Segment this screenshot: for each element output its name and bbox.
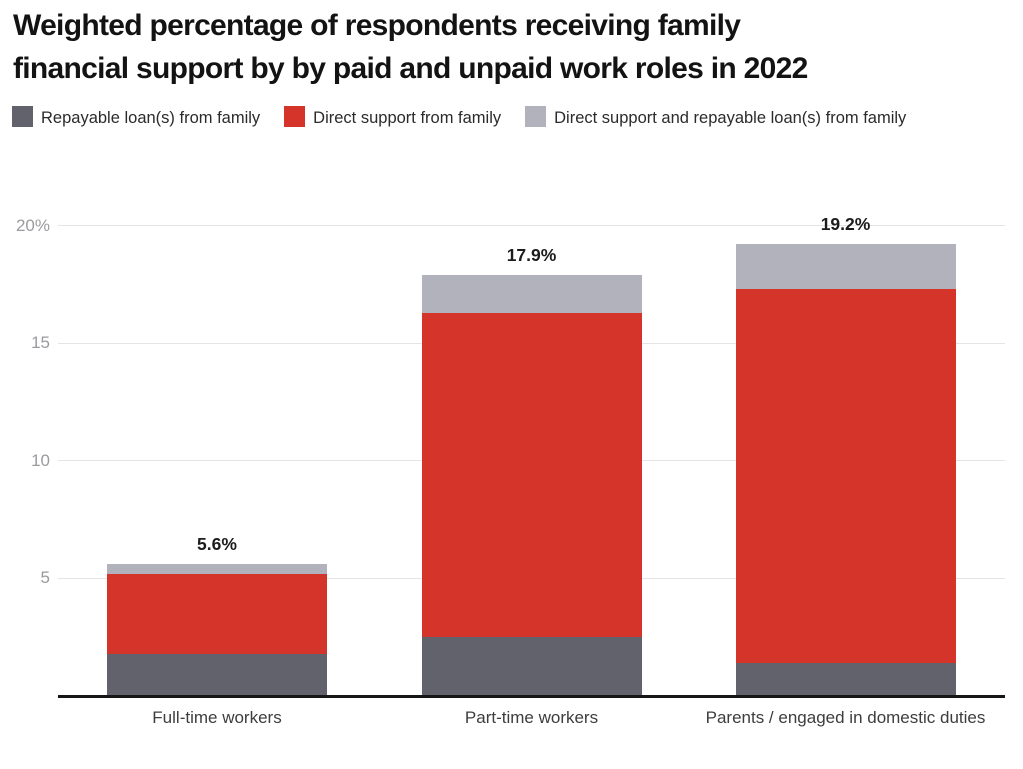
x-axis-category-label: Part-time workers [464, 708, 599, 727]
legend-item-direct-support[interactable]: Direct support from family [284, 106, 502, 127]
bar-total-label: 5.6% [197, 534, 237, 555]
gridline-20 [58, 225, 1005, 226]
chart-title: Weighted percentage of respondents recei… [13, 4, 993, 90]
bar-0-segment-1[interactable] [107, 573, 327, 654]
bar-2-segment-0[interactable] [735, 663, 956, 696]
legend-item-repayable-loan[interactable]: Repayable loan(s) from family [12, 106, 261, 127]
x-axis-category-label: Parents / engaged in domestic duties [705, 708, 986, 727]
bar-1-segment-0[interactable] [421, 637, 642, 696]
bar-2-segment-1[interactable] [735, 289, 956, 664]
legend-swatch-light-gray [525, 106, 547, 127]
bar-2-segment-2[interactable] [735, 244, 956, 289]
y-axis-tick-label: 20% [15, 215, 50, 235]
chart-title-line1: Weighted percentage of respondents recei… [13, 9, 741, 42]
bar-0-segment-2[interactable] [107, 564, 327, 574]
x-axis-line [58, 695, 1005, 698]
legend-label: Repayable loan(s) from family [41, 109, 261, 127]
y-axis-tick-label: 15 [31, 333, 50, 353]
legend-item-direct-and-loan[interactable]: Direct support and repayable loan(s) fro… [525, 106, 907, 127]
legend: Repayable loan(s) from family Direct supp… [12, 103, 1012, 133]
y-axis-tick-label: 10 [31, 450, 50, 470]
bar-1-segment-2[interactable] [421, 274, 642, 313]
chart-title-line2: financial support by by paid and unpaid … [13, 52, 808, 85]
bar-total-label: 17.9% [506, 244, 557, 265]
legend-label: Direct support from family [313, 109, 502, 127]
y-axis-tick-label: 5 [40, 568, 50, 588]
legend-label: Direct support and repayable loan(s) fro… [554, 109, 907, 127]
bar-total-label: 19.2% [820, 214, 871, 235]
bar-0-segment-0[interactable] [107, 653, 327, 696]
legend-swatch-dark-gray [12, 106, 33, 127]
x-axis-category-label: Full-time workers [152, 708, 282, 727]
bar-1-segment-1[interactable] [421, 312, 642, 638]
legend-swatch-red [284, 106, 306, 127]
